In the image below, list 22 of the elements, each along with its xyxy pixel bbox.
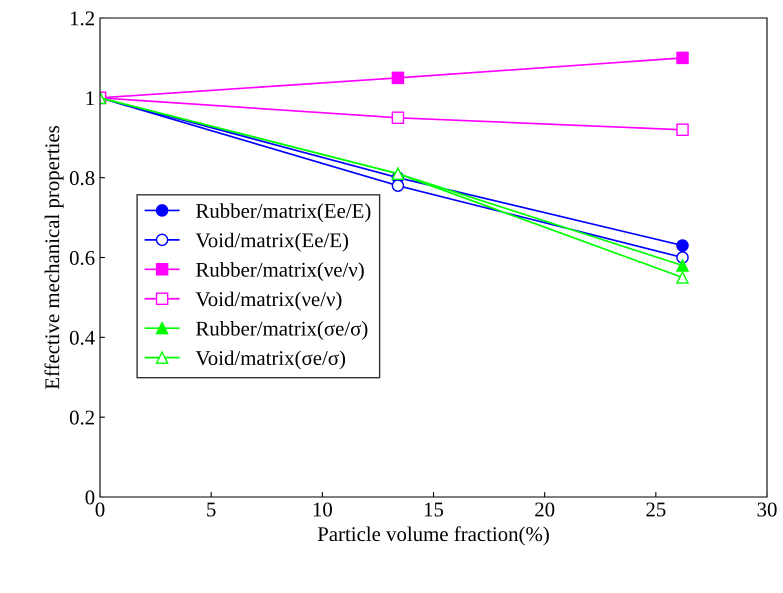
legend-label: Rubber/matrix(σe/σ)	[196, 321, 368, 340]
x-tick-label: 0	[96, 502, 104, 517]
y-tick-label: 0.4	[70, 330, 95, 345]
y-axis-title: Effective mechanical properties	[44, 126, 64, 390]
y-tick-label: 0	[86, 490, 94, 504]
legend-label: Void/matrix(Ee/E)	[196, 232, 348, 252]
x-tick-label: 25	[646, 502, 666, 517]
y-tick-label: 0.8	[70, 171, 94, 186]
x-tick-label: 30	[758, 502, 777, 517]
legend-label: Void/matrix(σe/σ)	[196, 350, 346, 370]
y-tick-label: 0.6	[70, 250, 95, 266]
y-tick-label: 0.2	[70, 410, 94, 425]
legend-label: Rubber/matrix(Ee/E)	[196, 203, 370, 222]
x-tick-label: 20	[535, 502, 554, 517]
x-tick-label: 5	[207, 502, 216, 517]
x-axis-title: Particle volume fraction(%)	[318, 526, 549, 546]
x-tick-label: 15	[424, 502, 444, 517]
y-tick-label: 1	[86, 91, 94, 106]
y-tick-label: 1.2	[70, 11, 94, 26]
x-tick-label: 10	[314, 502, 332, 517]
legend-label: Rubber/matrix(νe/ν)	[196, 262, 364, 282]
legend-label: Void/matrix(νe/ν)	[196, 292, 342, 310]
